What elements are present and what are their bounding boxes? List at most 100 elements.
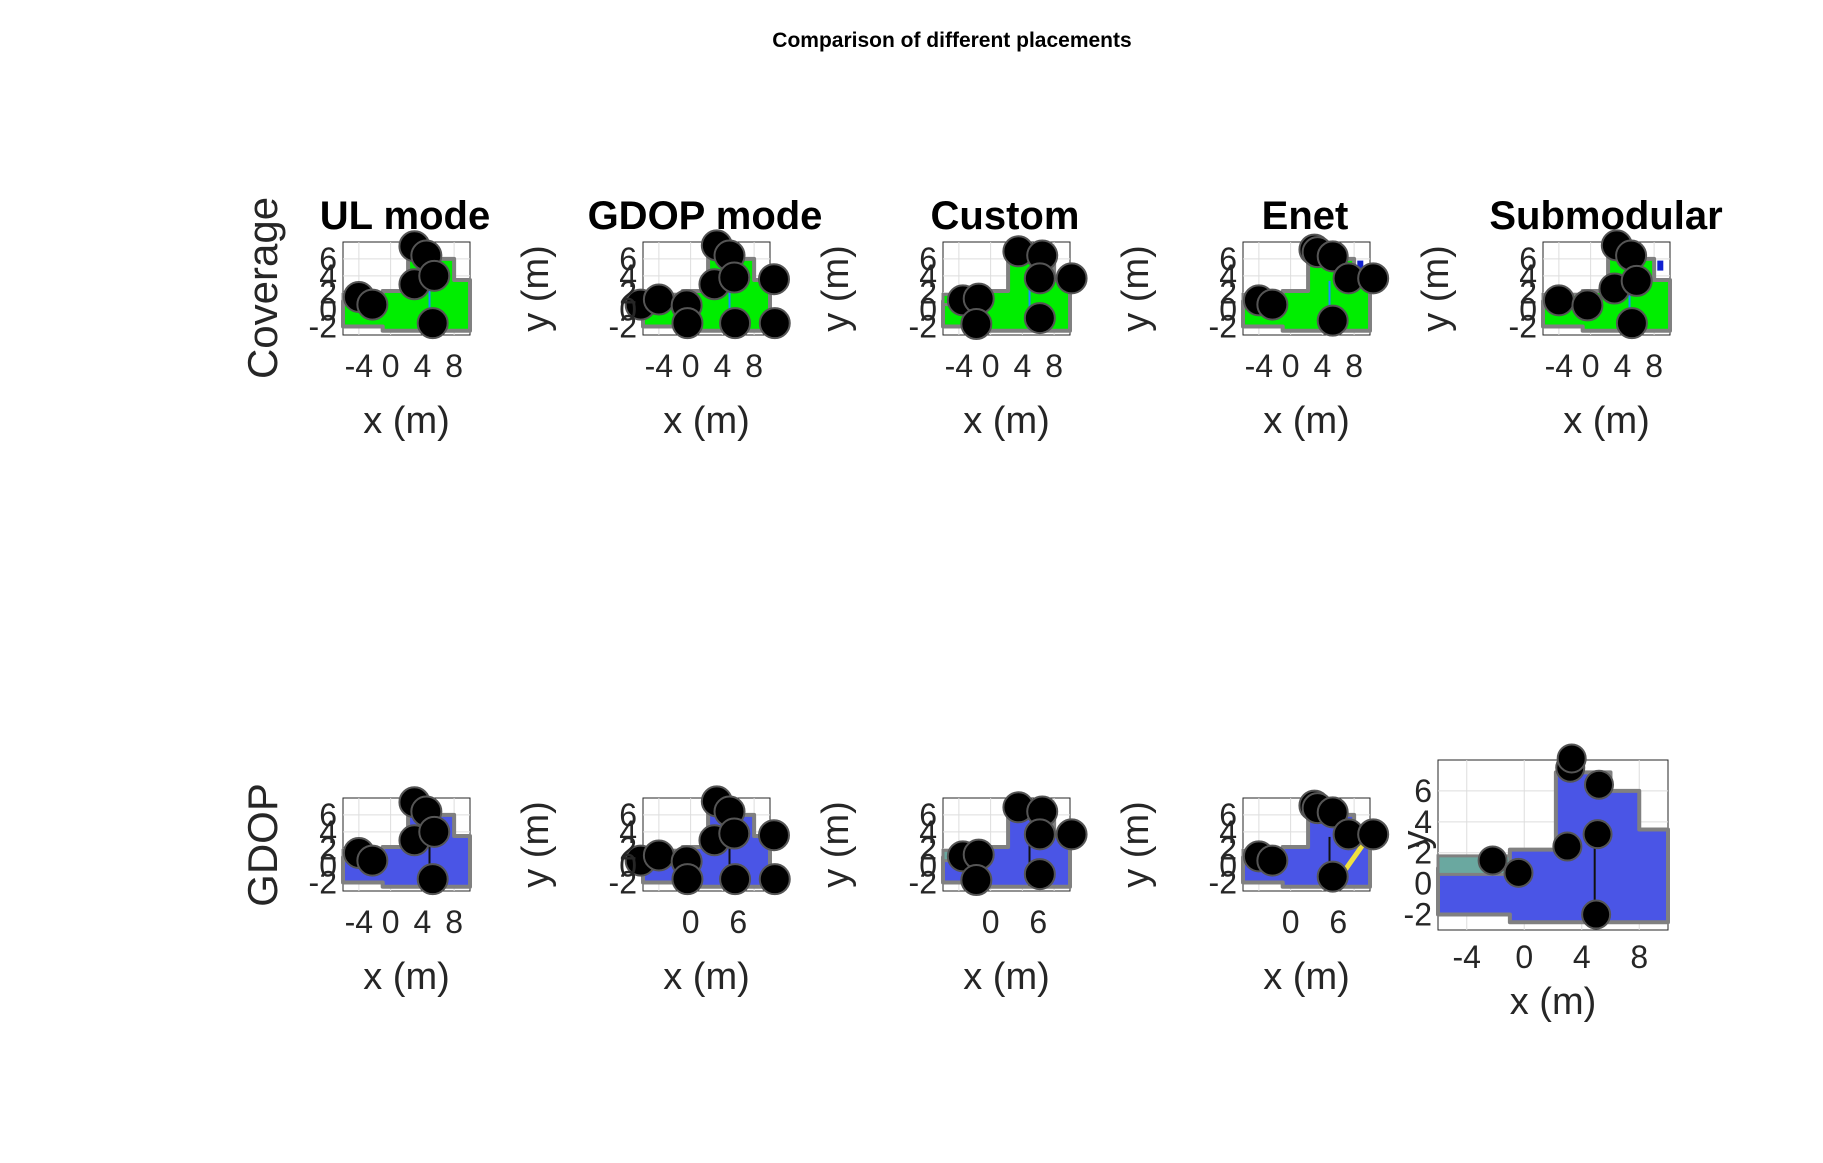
y-tick-label: 4 [1219, 814, 1237, 850]
x-tick-label: -4 [345, 348, 373, 384]
y-tick-label: -2 [309, 865, 337, 901]
anchor-marker [1552, 831, 1583, 862]
anchor-marker [718, 817, 751, 850]
x-tick-label: -4 [1545, 348, 1573, 384]
y-tick-label: 4 [619, 258, 637, 294]
y-tick-label: 2 [319, 275, 337, 311]
x-tick-label: 0 [382, 348, 400, 384]
anchor-marker [1055, 818, 1088, 851]
y-tick-label: 2 [619, 831, 637, 867]
y-tick-label: 6 [319, 241, 337, 277]
anchor-marker [1477, 845, 1508, 876]
anchor-marker [1055, 262, 1088, 295]
x-tick-label: 8 [745, 348, 763, 384]
anchor-marker [671, 863, 704, 896]
y-axis-label: y (m) [1115, 801, 1157, 888]
anchor-marker [1584, 769, 1614, 800]
y-tick-label: 0 [1414, 866, 1432, 902]
y-tick-label: 4 [319, 258, 337, 294]
anchor-marker [719, 863, 752, 896]
anchor-marker [1615, 307, 1648, 340]
y-tick-label: 2 [1219, 275, 1237, 311]
x-tick-label: 8 [445, 904, 463, 940]
y-axis-label: y (m) [1115, 245, 1157, 332]
anchor-marker [1023, 818, 1056, 851]
x-tick-label: 0 [1515, 939, 1533, 975]
anchor-marker [1316, 240, 1349, 273]
x-tick-label: -4 [945, 348, 973, 384]
y-tick-label: 6 [1414, 773, 1432, 809]
y-tick-label: 2 [919, 275, 937, 311]
x-axis-label: x (m) [1510, 981, 1597, 1023]
x-tick-label: -4 [1453, 939, 1481, 975]
anchor-marker [758, 863, 791, 896]
y-tick-label: 0 [919, 292, 937, 328]
y-tick-label: 2 [1414, 835, 1432, 871]
y-tick-label: 6 [919, 797, 937, 833]
y-tick-label: 6 [1219, 797, 1237, 833]
anchor-marker [356, 288, 389, 321]
anchor-marker [1316, 796, 1349, 829]
anchor-marker [356, 844, 389, 877]
x-tick-label: -4 [345, 904, 373, 940]
y-tick-label: -2 [1509, 309, 1537, 345]
anchor-marker [1256, 288, 1289, 321]
y-tick-label: 4 [1519, 258, 1537, 294]
anchor-marker [1581, 899, 1612, 930]
x-tick-label: 0 [682, 348, 700, 384]
y-tick-label: 6 [619, 797, 637, 833]
x-tick-label: 8 [1630, 939, 1648, 975]
x-tick-label: 4 [713, 348, 731, 384]
subplot-title: GDOP mode [588, 194, 823, 238]
x-tick-label: 8 [1345, 348, 1363, 384]
y-axis-label: y (m) [1415, 245, 1457, 332]
y-tick-label: 6 [319, 797, 337, 833]
x-tick-label: 4 [413, 348, 431, 384]
y-tick-label: -2 [1209, 865, 1237, 901]
x-tick-label: 8 [1645, 348, 1663, 384]
y-tick-label: -2 [309, 309, 337, 345]
anchor-marker [1023, 262, 1056, 295]
x-tick-label: 0 [982, 904, 1000, 940]
weak-coverage-patch [1657, 260, 1664, 271]
anchor-marker [418, 259, 451, 292]
y-tick-label: 6 [1519, 241, 1537, 277]
anchor-marker [418, 815, 451, 848]
y-tick-label: 0 [1519, 292, 1537, 328]
anchor-marker [718, 261, 751, 294]
x-axis-label: x (m) [663, 956, 750, 998]
x-axis-label: x (m) [963, 956, 1050, 998]
x-tick-label: 4 [1573, 939, 1591, 975]
y-tick-label: -2 [909, 309, 937, 345]
anchor-marker [757, 819, 790, 852]
y-tick-label: 6 [919, 241, 937, 277]
anchor-marker [1582, 819, 1613, 850]
y-axis-label: y (m) [815, 801, 857, 888]
anchor-marker [1256, 844, 1289, 877]
x-tick-label: 0 [382, 904, 400, 940]
y-tick-label: 4 [919, 814, 937, 850]
x-axis-label: x (m) [363, 956, 450, 998]
anchor-marker [758, 307, 791, 340]
subplot-title: Submodular [1489, 194, 1722, 238]
anchor-marker [1542, 284, 1575, 317]
x-tick-label: 0 [1282, 348, 1300, 384]
y-tick-label: 2 [619, 275, 637, 311]
x-axis-label: x (m) [663, 400, 750, 442]
x-tick-label: 0 [982, 348, 1000, 384]
y-tick-label: 4 [1219, 258, 1237, 294]
anchor-marker [960, 308, 993, 341]
figure-suptitle: Comparison of different placements [772, 29, 1131, 52]
anchor-marker [416, 863, 449, 896]
x-axis-label: x (m) [363, 400, 450, 442]
anchor-marker [757, 263, 790, 296]
